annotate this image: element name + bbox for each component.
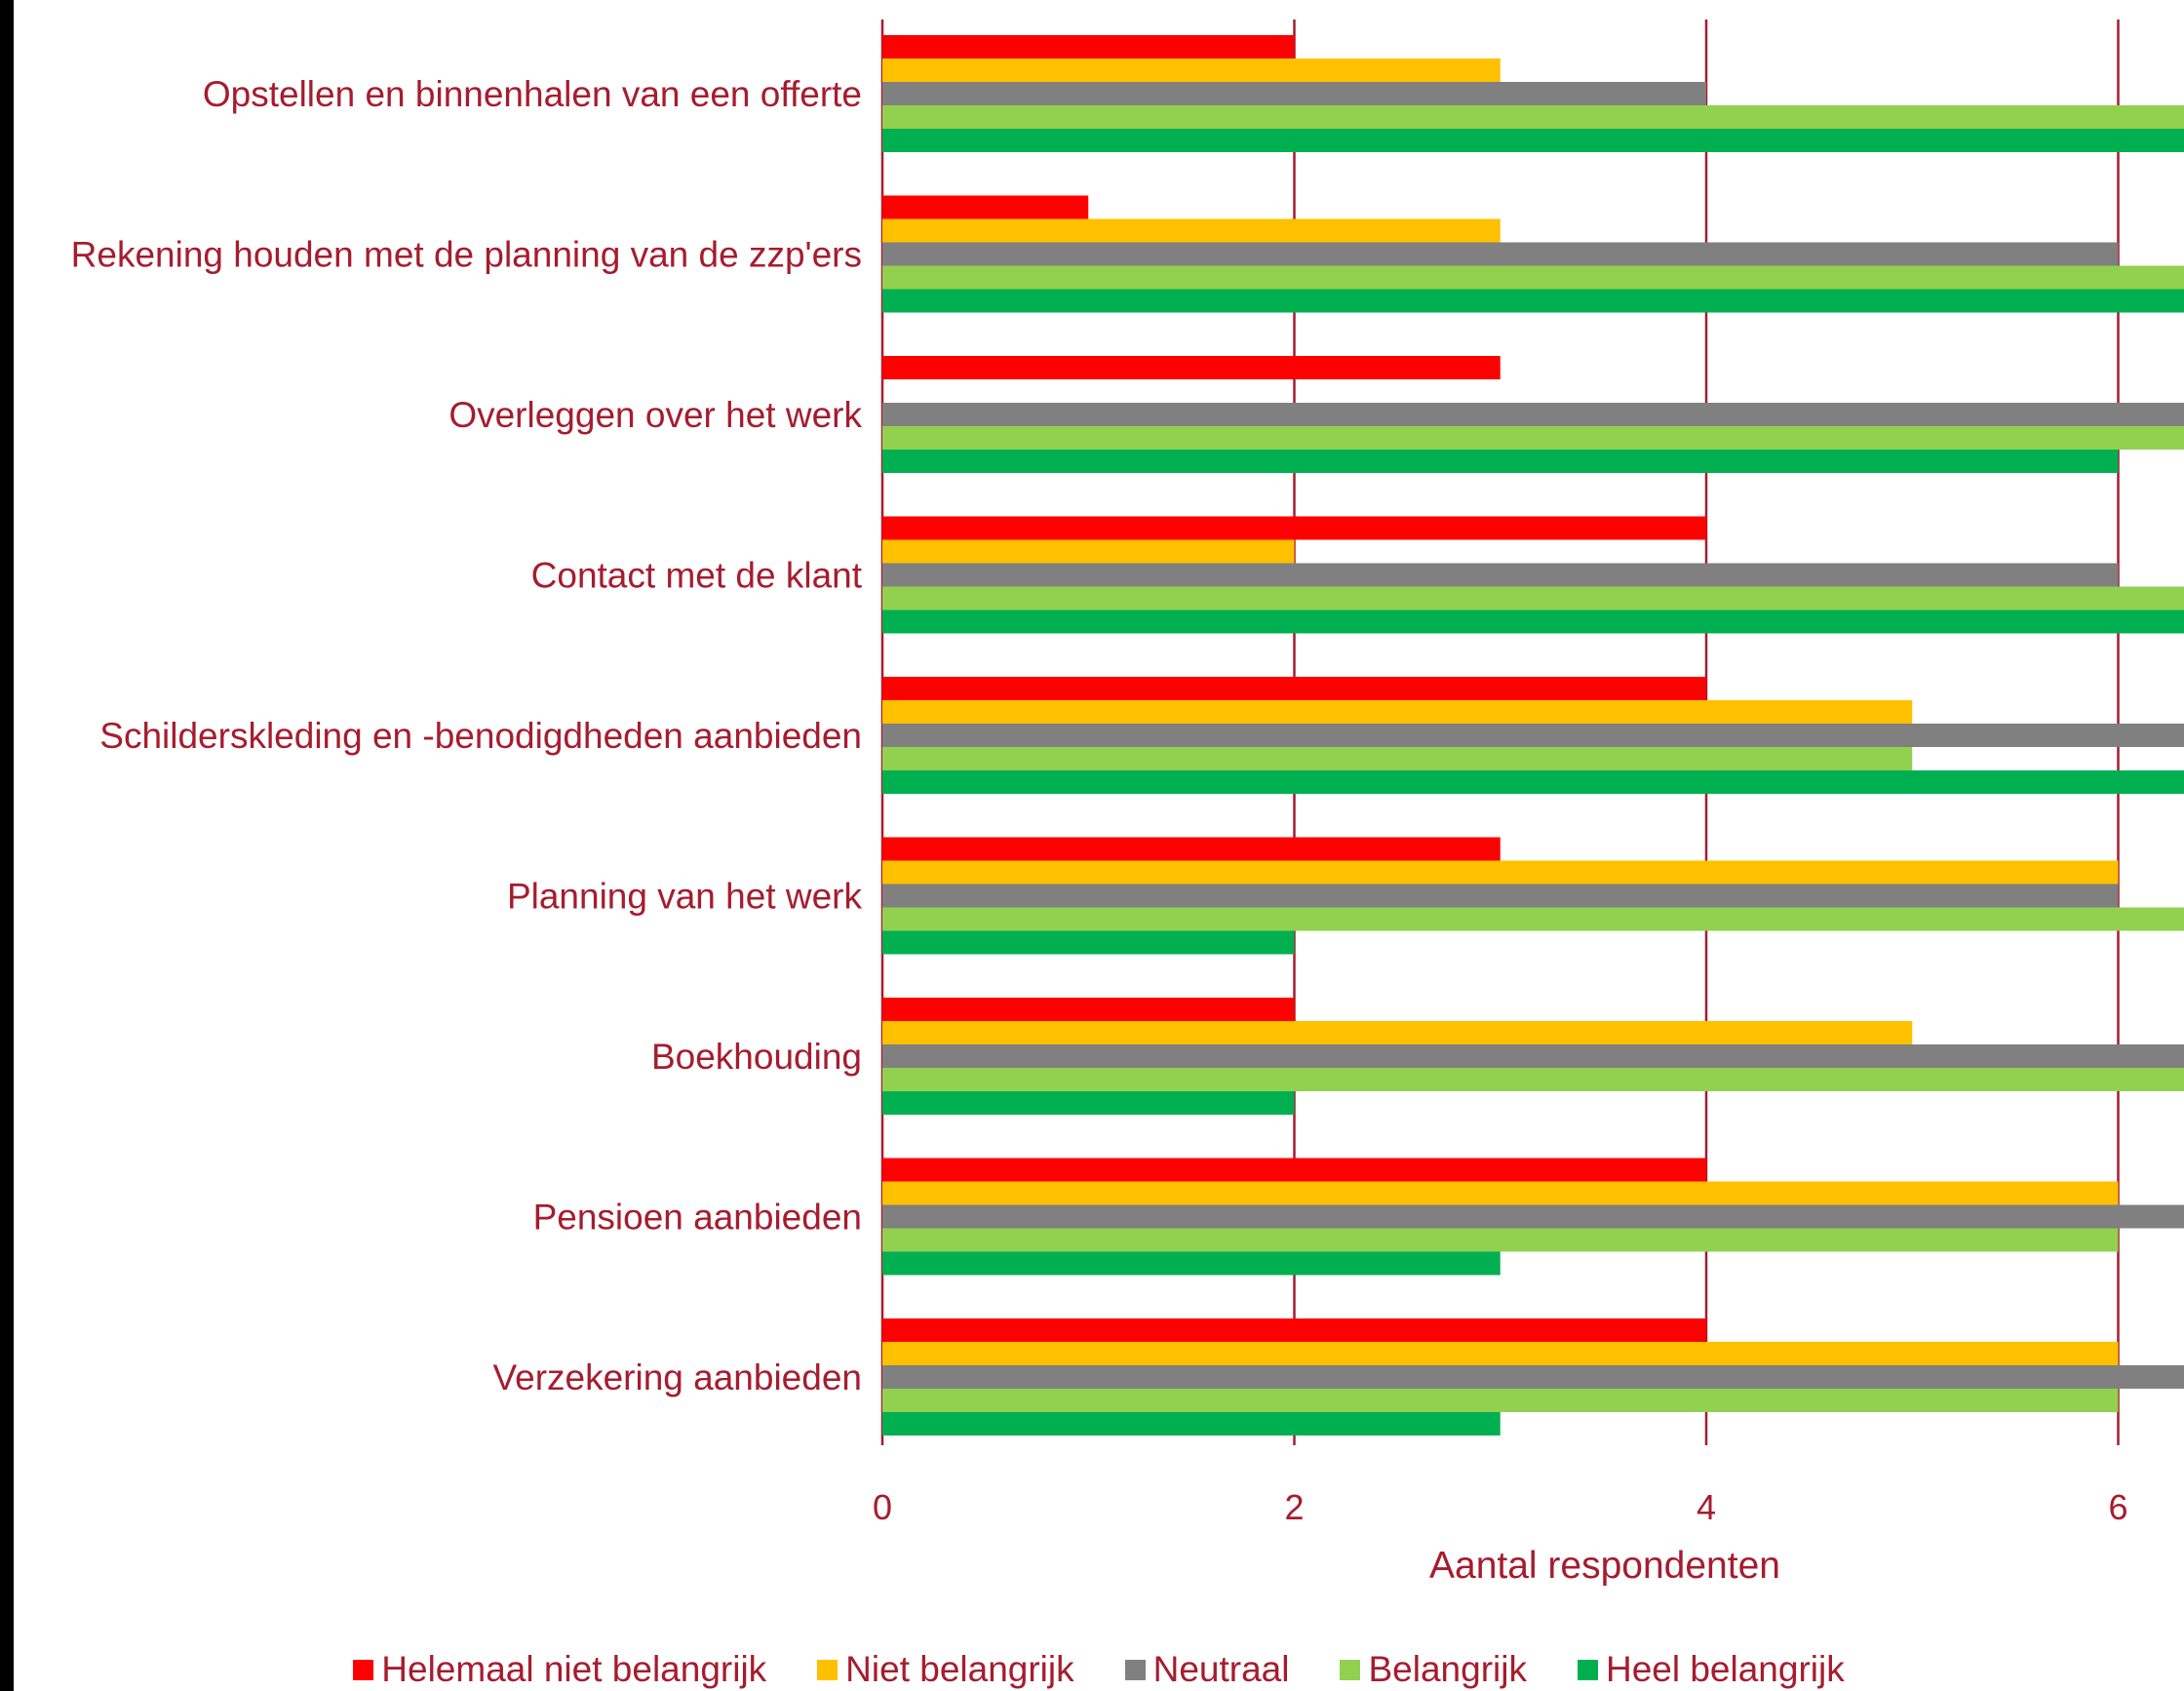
bar bbox=[882, 1342, 2119, 1365]
bar bbox=[882, 516, 1706, 540]
category-label: Verzekering aanbieden bbox=[492, 1357, 862, 1397]
bar bbox=[882, 242, 2119, 266]
bar bbox=[882, 1251, 1501, 1276]
legend-label: Heel belangrijk bbox=[1605, 1649, 1845, 1689]
bar bbox=[882, 289, 2184, 313]
bar bbox=[882, 1068, 2184, 1091]
bar bbox=[882, 998, 1295, 1021]
category-label: Boekhouding bbox=[651, 1037, 862, 1077]
bar bbox=[882, 195, 1089, 219]
bar bbox=[882, 82, 1706, 105]
category-label: Contact met de klant bbox=[531, 556, 863, 596]
bar bbox=[882, 1389, 2119, 1412]
bar bbox=[882, 59, 1501, 82]
bar bbox=[882, 610, 2184, 634]
bar bbox=[882, 677, 1706, 700]
bar bbox=[882, 265, 2184, 290]
x-tick-label: 4 bbox=[1696, 1487, 1716, 1527]
bar bbox=[882, 105, 2184, 129]
category-label: Overleggen over het werk bbox=[448, 395, 862, 435]
bar bbox=[882, 356, 1501, 379]
legend-item: Belangrijk bbox=[1340, 1649, 1527, 1690]
category-label: Planning van het werk bbox=[507, 877, 863, 917]
category-label: Opstellen en binnenhalen van een offerte bbox=[203, 74, 862, 114]
legend-swatch bbox=[1577, 1659, 1598, 1680]
bar bbox=[882, 747, 1913, 770]
bar bbox=[882, 1318, 1706, 1342]
legend-label: Belangrijk bbox=[1368, 1649, 1527, 1689]
category-label: Schilderskleding en -benodigdheden aanbi… bbox=[99, 716, 862, 756]
bar bbox=[882, 837, 1501, 861]
bar bbox=[882, 450, 2119, 473]
bar bbox=[882, 1204, 2184, 1229]
x-axis-title: Aantal respondenten bbox=[1429, 1545, 1780, 1587]
bar bbox=[882, 403, 2184, 426]
bar bbox=[882, 1044, 2184, 1068]
legend-swatch bbox=[1124, 1659, 1146, 1680]
bar bbox=[882, 1091, 1295, 1115]
legend-item: Neutraal bbox=[1124, 1649, 1290, 1690]
bar bbox=[882, 35, 1295, 59]
legend-item: Niet belangrijk bbox=[817, 1649, 1074, 1690]
bar bbox=[882, 884, 2119, 908]
x-tick-label: 6 bbox=[2108, 1487, 2127, 1527]
legend-swatch bbox=[353, 1659, 374, 1680]
legend-label: Niet belangrijk bbox=[845, 1649, 1074, 1689]
bar bbox=[882, 1228, 2119, 1252]
legend-label: Helemaal niet belangrijk bbox=[381, 1649, 767, 1689]
bar bbox=[882, 930, 1295, 955]
bar bbox=[882, 563, 2119, 587]
x-tick-label: 2 bbox=[1284, 1487, 1304, 1527]
bar bbox=[882, 586, 2184, 610]
bar bbox=[882, 724, 2184, 747]
chart-container: Opstellen en binnenhalen van een offerte… bbox=[14, 0, 2184, 1691]
legend-swatch bbox=[817, 1659, 838, 1680]
x-tick-label: 0 bbox=[873, 1487, 892, 1527]
bar bbox=[882, 860, 2119, 885]
legend-swatch bbox=[1340, 1659, 1361, 1680]
bar bbox=[882, 129, 2184, 152]
legend-label: Neutraal bbox=[1152, 1649, 1290, 1689]
bar bbox=[882, 1181, 2119, 1205]
bar bbox=[882, 1158, 1706, 1182]
bar bbox=[882, 907, 2184, 931]
bar bbox=[882, 1021, 1913, 1044]
legend: Helemaal niet belangrijk Niet belangrijk N… bbox=[14, 1648, 2184, 1691]
legend-item: Helemaal niet belangrijk bbox=[353, 1649, 766, 1690]
bar bbox=[882, 770, 2184, 794]
bar bbox=[882, 218, 1501, 243]
bar bbox=[882, 426, 2184, 450]
bar bbox=[882, 700, 1913, 724]
bar bbox=[882, 1412, 1501, 1435]
category-label: Pensioen aanbieden bbox=[533, 1198, 862, 1238]
bar bbox=[882, 1365, 2184, 1389]
bar bbox=[882, 539, 1295, 564]
category-label: Rekening houden met de planning van de z… bbox=[71, 235, 862, 275]
legend-item: Heel belangrijk bbox=[1577, 1649, 1845, 1690]
bar-chart: Opstellen en binnenhalen van een offerte… bbox=[71, 20, 2184, 1587]
